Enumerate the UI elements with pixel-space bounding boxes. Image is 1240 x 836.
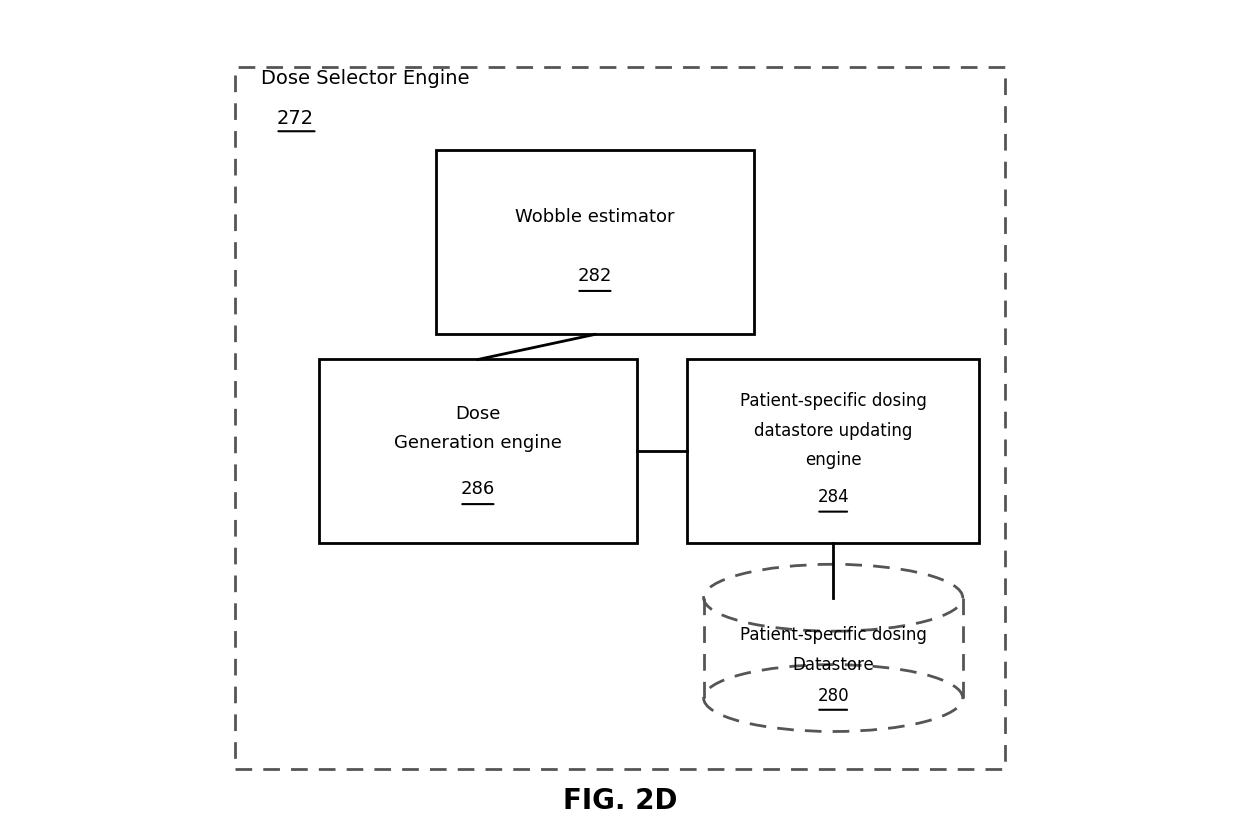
Text: 282: 282 (578, 267, 613, 285)
Text: Datastore: Datastore (792, 655, 874, 674)
FancyBboxPatch shape (319, 359, 636, 543)
Text: FIG. 2D: FIG. 2D (563, 788, 677, 815)
Text: Dose: Dose (455, 405, 501, 423)
FancyBboxPatch shape (687, 359, 980, 543)
Text: Patient-specific dosing: Patient-specific dosing (740, 626, 926, 645)
Text: 286: 286 (461, 480, 495, 498)
Text: Patient-specific dosing: Patient-specific dosing (740, 392, 926, 410)
Text: engine: engine (805, 451, 862, 469)
Text: 280: 280 (817, 687, 849, 706)
Text: Generation engine: Generation engine (394, 434, 562, 452)
Text: 272: 272 (277, 110, 314, 128)
Text: Wobble estimator: Wobble estimator (515, 208, 675, 227)
Text: datastore updating: datastore updating (754, 421, 913, 440)
Text: Dose Selector Engine: Dose Selector Engine (260, 69, 469, 88)
FancyBboxPatch shape (436, 150, 754, 334)
Text: 284: 284 (817, 488, 849, 507)
